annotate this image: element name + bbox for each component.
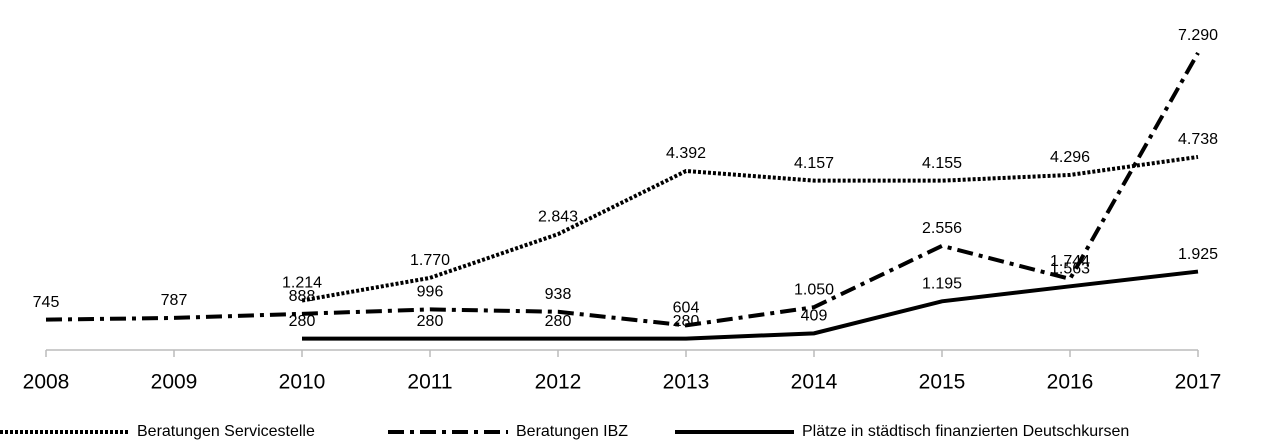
data-label: 745 xyxy=(33,294,60,311)
data-label: 4.155 xyxy=(922,155,962,172)
data-label: 1.925 xyxy=(1178,246,1218,263)
data-label: 280 xyxy=(545,313,572,330)
legend-label: Beratungen IBZ xyxy=(516,423,628,440)
data-label: 938 xyxy=(545,286,572,303)
x-tick-label: 2016 xyxy=(1047,371,1094,394)
data-label: 1.744 xyxy=(1050,253,1090,270)
x-tick-label: 2013 xyxy=(663,371,710,394)
data-label: 1.050 xyxy=(794,281,834,298)
x-tick-label: 2009 xyxy=(151,371,198,394)
x-tick-label: 2010 xyxy=(279,371,326,394)
x-tick-label: 2014 xyxy=(791,371,838,394)
data-label: 787 xyxy=(161,292,188,309)
x-tick-label: 2015 xyxy=(919,371,966,394)
data-label: 4.157 xyxy=(794,155,834,172)
x-tick-label: 2008 xyxy=(23,371,70,394)
data-label: 280 xyxy=(289,313,316,330)
series-line xyxy=(45,51,1200,328)
data-label: 604 xyxy=(673,300,700,317)
data-label: 1.563 xyxy=(1050,261,1090,278)
x-tick-label: 2017 xyxy=(1175,371,1222,394)
data-label: 409 xyxy=(801,308,828,325)
data-label: 1.770 xyxy=(410,252,450,269)
x-tick-label: 2012 xyxy=(535,371,582,394)
data-label: 4.296 xyxy=(1050,149,1090,166)
data-label: 4.738 xyxy=(1178,131,1218,148)
data-label: 4.392 xyxy=(666,145,706,162)
data-label: 1.195 xyxy=(922,276,962,293)
data-label: 1.214 xyxy=(282,275,322,292)
data-label: 280 xyxy=(673,313,700,330)
data-label: 888 xyxy=(289,288,316,305)
x-tick-label: 2011 xyxy=(407,371,452,394)
data-label: 280 xyxy=(417,313,444,330)
legend-label: Beratungen Servicestelle xyxy=(137,423,315,440)
data-label: 7.290 xyxy=(1178,27,1218,44)
data-label: 996 xyxy=(417,284,444,301)
legend-label: Plätze in städtisch finanzierten Deutsch… xyxy=(802,423,1129,440)
data-label: 2.556 xyxy=(922,220,962,237)
series-line xyxy=(301,154,1199,303)
series-line xyxy=(302,269,1199,341)
data-label: 2.843 xyxy=(538,208,578,225)
